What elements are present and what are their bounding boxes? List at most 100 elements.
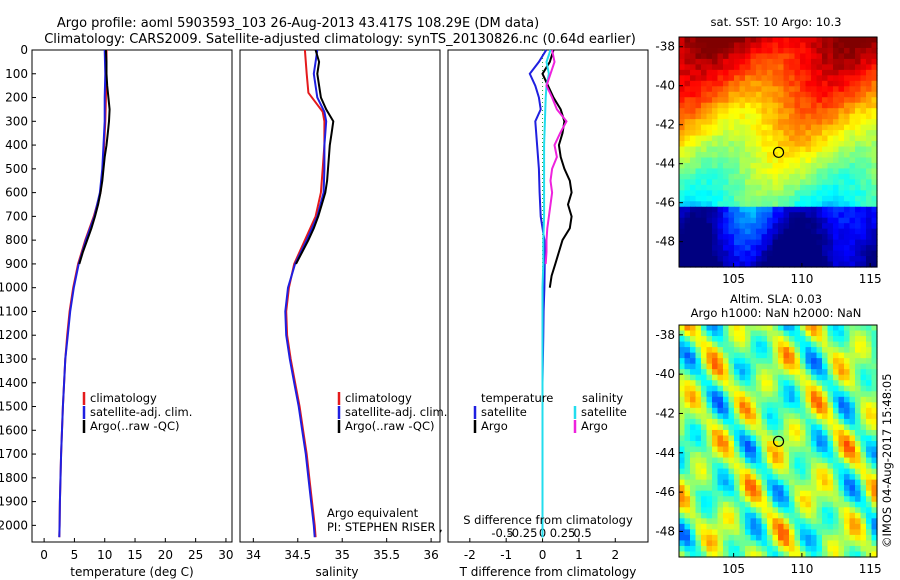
map-cell [789, 184, 796, 191]
map-cell [739, 413, 746, 420]
map-cell [860, 124, 867, 131]
map-cell [816, 341, 823, 348]
map-cell [679, 157, 686, 164]
map-cell [860, 195, 867, 202]
map-cell [800, 146, 807, 153]
map-cell [833, 97, 840, 104]
map-cell [750, 540, 757, 547]
map-cell [684, 168, 691, 175]
map-cell [794, 228, 801, 235]
map-cell [860, 474, 867, 481]
map-cell [739, 201, 746, 208]
map-cell [706, 53, 713, 60]
map-cell [794, 452, 801, 459]
map-cell [734, 441, 741, 448]
map-cell [701, 479, 708, 486]
depth-tick-label: 1300 [0, 352, 28, 366]
map-cell [778, 261, 785, 268]
map-cell [860, 380, 867, 387]
map-cell [684, 396, 691, 403]
map-cell [844, 545, 851, 553]
map-cell [783, 325, 790, 332]
map-cell [712, 396, 719, 403]
map-cell [750, 58, 757, 65]
map-cell [849, 523, 856, 530]
map-cell [778, 239, 785, 246]
map-cell [805, 47, 812, 55]
map-cell [728, 179, 735, 186]
map-cell [871, 141, 878, 148]
map-cell [734, 485, 741, 492]
map-cell [860, 551, 867, 558]
map-cell [855, 91, 862, 98]
map-cell [728, 261, 735, 268]
map-cell [739, 496, 746, 503]
map-cell [739, 325, 746, 332]
map-cell [805, 545, 812, 553]
map-cell [723, 130, 730, 137]
map-cell [756, 441, 763, 448]
map-cell [745, 206, 752, 213]
map-cell [860, 363, 867, 370]
map-cell [805, 496, 812, 503]
map-cell [844, 479, 851, 486]
lon-tick-label: 105 [722, 562, 745, 576]
map-cell [728, 485, 735, 492]
map-cell [712, 245, 719, 252]
map-cell [844, 358, 851, 365]
map-cell [706, 485, 713, 492]
map-cell [679, 64, 686, 71]
depth-tick-label: 1900 [0, 495, 28, 509]
map-cell [860, 69, 867, 76]
map-cell [717, 341, 724, 348]
map-cell [690, 485, 697, 492]
map-cell [849, 551, 856, 558]
map-cell [866, 162, 873, 170]
map-cell [690, 69, 697, 76]
map-cell [866, 479, 873, 486]
x-tick-label: 34.5 [284, 548, 311, 562]
map-cell [767, 551, 774, 558]
map-cell [838, 190, 845, 197]
map-cell [871, 217, 878, 224]
map-cell [684, 468, 691, 475]
map-cell [811, 135, 818, 142]
map-cell [690, 206, 697, 213]
map-cell [778, 195, 785, 202]
map-cell [728, 113, 735, 120]
map-cell [866, 64, 873, 71]
map-cell [745, 474, 752, 481]
map-cell [816, 468, 823, 475]
map-cell [800, 239, 807, 246]
map-cell [838, 325, 845, 332]
map-cell [684, 485, 691, 492]
map-cell [695, 91, 702, 98]
map-cell [816, 424, 823, 431]
map-cell [800, 380, 807, 387]
map-cell [684, 496, 691, 503]
map-cell [750, 347, 757, 354]
map-cell [684, 545, 691, 553]
map-cell [706, 47, 713, 55]
map-cell [712, 413, 719, 420]
map-cell [833, 402, 840, 409]
map-cell [827, 261, 834, 268]
map-cell [849, 190, 856, 197]
map-cell [838, 108, 845, 115]
map-cell [805, 256, 812, 263]
depth-tick-label: 500 [5, 162, 28, 176]
depth-tick-label: 1000 [0, 281, 28, 295]
map-cell [783, 474, 790, 481]
map-cell [778, 391, 785, 398]
map-cell [701, 184, 708, 191]
map-cell [695, 380, 702, 387]
map-cell [827, 374, 834, 381]
map-cell [734, 195, 741, 202]
map-cell [723, 135, 730, 142]
map-cell [739, 341, 746, 348]
map-cell [855, 245, 862, 252]
map-cell [844, 91, 851, 98]
map-cell [816, 201, 823, 208]
map-cell [805, 217, 812, 224]
map-cell [723, 529, 730, 536]
